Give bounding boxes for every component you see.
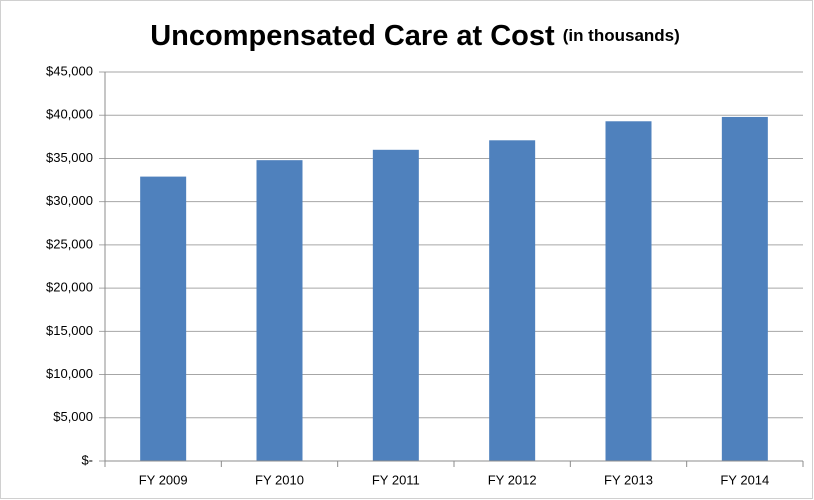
y-tick-label: $10,000: [46, 366, 93, 381]
x-tick-label: FY 2011: [372, 472, 420, 487]
y-tick-label: $45,000: [46, 63, 93, 78]
y-tick-label: $5,000: [53, 409, 93, 424]
x-tick-label: FY 2010: [255, 472, 304, 487]
y-tick-label: $-: [81, 452, 93, 467]
subtitle: (in thousands): [563, 26, 680, 45]
x-tick-label: FY 2012: [488, 472, 537, 487]
bar: [140, 176, 187, 461]
title: Uncompensated Care at Cost: [150, 20, 555, 52]
x-tick-label: FY 2009: [139, 472, 188, 487]
bar: [605, 121, 652, 462]
y-tick-label: $30,000: [46, 193, 93, 208]
chart-title: Uncompensated Care at Cost (in thousands): [150, 20, 680, 52]
x-tick-label: FY 2013: [604, 472, 653, 487]
bar: [372, 149, 419, 462]
bar: [721, 116, 768, 461]
y-tick-label: $25,000: [46, 236, 93, 251]
bar: [489, 140, 536, 461]
bar: [256, 160, 303, 461]
y-tick-label: $20,000: [46, 280, 93, 295]
y-tick-label: $40,000: [46, 107, 93, 122]
y-tick-label: $15,000: [46, 323, 93, 338]
x-tick-label: FY 2014: [720, 472, 769, 487]
y-tick-label: $35,000: [46, 150, 93, 165]
